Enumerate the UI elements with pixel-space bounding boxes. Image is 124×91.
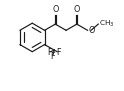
Text: F: F (47, 48, 52, 57)
Text: O: O (52, 5, 59, 14)
Text: CH$_3$: CH$_3$ (99, 19, 115, 29)
Text: F: F (51, 52, 55, 61)
Text: O: O (74, 5, 80, 14)
Text: F: F (56, 48, 61, 57)
Text: O: O (88, 26, 94, 35)
